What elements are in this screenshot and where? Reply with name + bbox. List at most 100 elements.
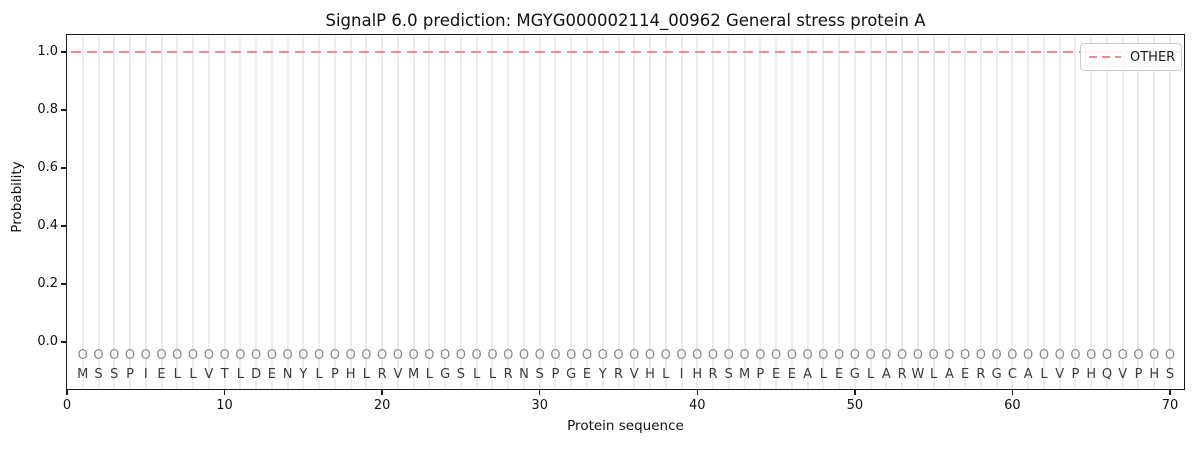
- y-tick-mark: [61, 341, 66, 343]
- residue-letter: P: [1134, 367, 1143, 382]
- residue-prediction-marker: O: [897, 348, 908, 363]
- residue-prediction-marker: O: [140, 348, 151, 363]
- residue-prediction-marker: O: [1086, 348, 1097, 363]
- residue-letter: R: [976, 367, 986, 382]
- residue-letter: H: [1149, 367, 1160, 382]
- residue-prediction-marker: O: [329, 348, 340, 363]
- gridline: [270, 35, 273, 389]
- residue-prediction-marker: O: [755, 348, 766, 363]
- gridline: [176, 35, 179, 389]
- gridline: [585, 35, 588, 389]
- residue-letter: N: [519, 367, 529, 382]
- residue-prediction-marker: O: [392, 348, 403, 363]
- residue-prediction-marker: O: [818, 348, 829, 363]
- residue-prediction-marker: O: [455, 348, 467, 363]
- residue-letter: L: [189, 367, 197, 382]
- residue-letter: W: [911, 367, 925, 382]
- residue-letter: R: [897, 367, 907, 382]
- residue-prediction-marker: O: [912, 348, 923, 363]
- residue-prediction-marker: O: [991, 348, 1002, 363]
- x-tick-label: 70: [1161, 398, 1179, 413]
- gridline: [759, 35, 762, 389]
- gridline: [333, 35, 336, 389]
- residue-letter: N: [282, 367, 293, 382]
- residue-letter: G: [566, 367, 577, 382]
- residue-prediction-marker: O: [707, 348, 719, 363]
- gridline: [869, 35, 872, 389]
- y-tick-mark: [61, 283, 66, 285]
- residue-letter: M: [408, 367, 420, 382]
- residue-letter: E: [267, 367, 276, 382]
- residue-letter: Y: [598, 367, 607, 382]
- legend-entry-label: OTHER: [1130, 49, 1176, 65]
- gridline: [318, 35, 321, 389]
- residue-letter: R: [503, 367, 513, 382]
- residue-prediction-marker: O: [1070, 348, 1081, 363]
- gridline: [1058, 35, 1061, 389]
- residue-letter: E: [961, 367, 970, 382]
- gridline: [948, 35, 951, 389]
- gridline: [979, 35, 982, 389]
- residue-prediction-marker: O: [156, 348, 167, 363]
- residue-letter: I: [679, 367, 684, 382]
- residue-prediction-marker: O: [802, 348, 813, 363]
- residue-letter: S: [724, 367, 733, 382]
- residue-prediction-marker: O: [881, 348, 892, 363]
- residue-letter: H: [645, 367, 655, 382]
- residue-letter: H: [692, 367, 703, 382]
- x-axis-label: Protein sequence: [567, 418, 684, 434]
- gridline: [192, 35, 195, 389]
- x-tick-label: 0: [62, 398, 72, 413]
- gridline: [255, 35, 258, 389]
- gridline: [1042, 35, 1045, 389]
- gridline: [207, 35, 210, 389]
- residue-letter: V: [204, 367, 214, 382]
- residue-prediction-marker: O: [1038, 348, 1050, 363]
- residue-prediction-marker: O: [644, 348, 656, 363]
- residue-prediction-marker: O: [298, 348, 309, 363]
- residue-prediction-marker: O: [960, 348, 971, 363]
- residue-prediction-marker: O: [1117, 348, 1128, 363]
- residue-letter: A: [881, 367, 891, 382]
- residue-letter: H: [1086, 367, 1097, 382]
- gridline: [790, 35, 793, 389]
- gridline: [396, 35, 399, 389]
- residue-letter: I: [143, 367, 148, 382]
- legend-dashed-line-icon: [1089, 56, 1121, 58]
- residue-letter: L: [866, 367, 875, 382]
- residue-prediction-marker: O: [1133, 348, 1144, 363]
- plot-area: [66, 34, 1185, 390]
- gridline: [743, 35, 746, 389]
- residue-letter: G: [440, 367, 451, 382]
- legend: OTHER: [1080, 43, 1182, 71]
- gridline: [822, 35, 825, 389]
- residue-prediction-marker: O: [503, 348, 514, 363]
- gridline: [964, 35, 967, 389]
- residue-prediction-marker: O: [1164, 348, 1176, 363]
- residue-prediction-marker: O: [471, 348, 482, 363]
- y-tick-label: 0.6: [37, 160, 58, 175]
- gridline: [381, 35, 384, 389]
- gridline: [554, 35, 557, 389]
- chart-title: SignalP 6.0 prediction: MGYG000002114_00…: [325, 11, 926, 30]
- residue-letter: L: [473, 367, 481, 382]
- residue-letter: R: [377, 367, 387, 382]
- y-tick-mark: [61, 167, 66, 169]
- residue-letter: R: [613, 367, 624, 382]
- residue-prediction-marker: O: [739, 348, 750, 363]
- gridline: [806, 35, 809, 389]
- gridline: [129, 35, 132, 389]
- residue-letter: A: [1023, 367, 1033, 382]
- gridline: [444, 35, 447, 389]
- residue-prediction-marker: O: [723, 348, 734, 363]
- gridline: [932, 35, 935, 389]
- residue-prediction-marker: O: [235, 348, 246, 363]
- residue-prediction-marker: O: [770, 348, 782, 363]
- residue-letter: P: [1071, 367, 1080, 382]
- residue-prediction-marker: O: [534, 348, 545, 363]
- residue-letter: M: [738, 367, 751, 382]
- x-tick-mark: [696, 390, 699, 395]
- gridline: [1137, 35, 1140, 389]
- residue-prediction-marker: O: [424, 348, 435, 363]
